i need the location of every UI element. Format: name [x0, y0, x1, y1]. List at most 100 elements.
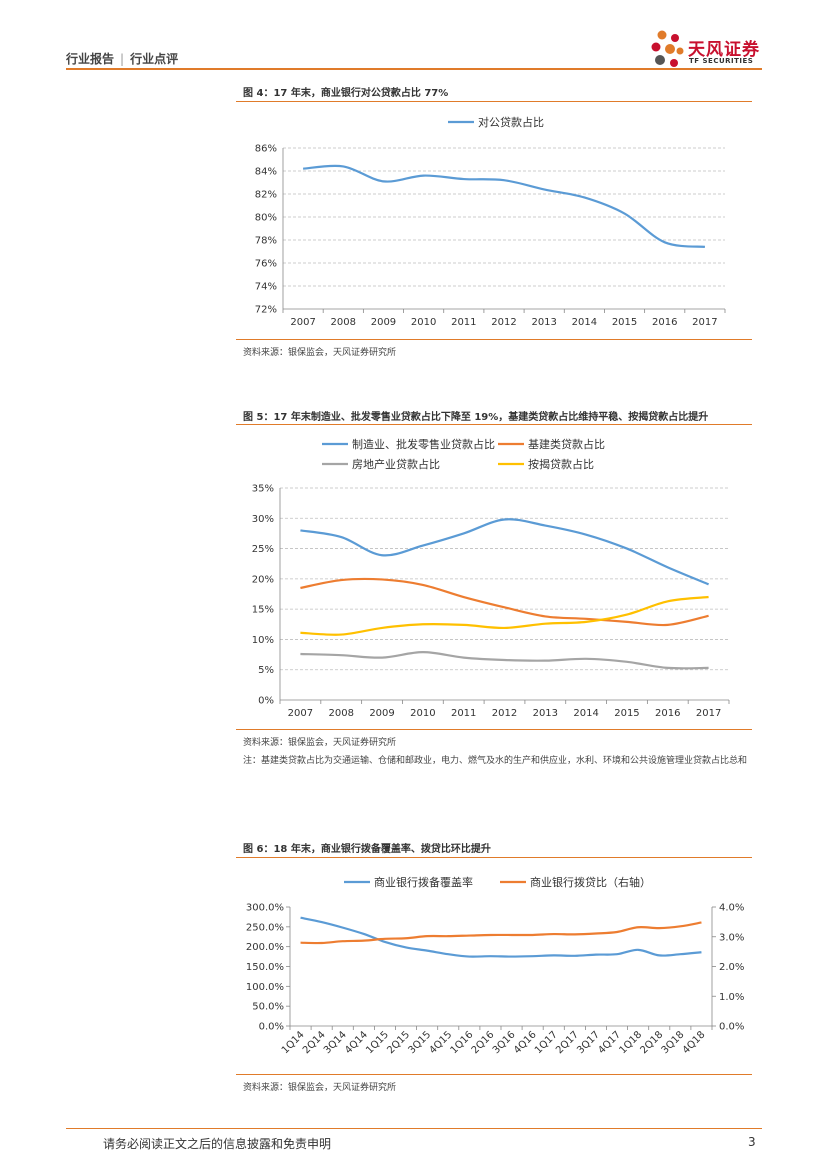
y-tick-label: 78%: [255, 236, 277, 247]
flower-logo-icon: [651, 30, 684, 67]
x-tick-label: 2011: [451, 708, 476, 719]
series-line-1: [300, 518, 710, 586]
x-tick-label: 3Q15: [406, 1029, 433, 1056]
series-line-1: [303, 164, 706, 248]
y-tick-label: 250.0%: [246, 922, 284, 933]
y-tick-label: 50.0%: [252, 1002, 284, 1013]
figure-5-source: 资料来源：银保监会，天风证券研究所: [243, 738, 397, 748]
y2-tick-label: 1.0%: [719, 992, 744, 1003]
figure-4-bottom-rule: [236, 339, 752, 340]
legend-label: 商业银行拨备覆盖率: [374, 875, 473, 889]
x-tick-label: 2Q18: [639, 1029, 666, 1056]
y-tick-label: 15%: [252, 605, 274, 616]
x-tick-label: 2015: [614, 708, 639, 719]
series-line-2: [300, 921, 702, 945]
y-tick-label: 80%: [255, 213, 277, 224]
report-type: 行业点评: [130, 52, 179, 66]
y2-tick-label: 0.0%: [719, 1022, 744, 1033]
y2-tick-label: 3.0%: [719, 932, 744, 943]
y-tick-label: 0.0%: [259, 1022, 284, 1033]
x-tick-label: 4Q17: [596, 1029, 623, 1056]
y-tick-label: 35%: [252, 484, 274, 495]
figure-5-note: 注：基建类贷款占比为交通运输、仓储和邮政业，电力、燃气及水的生产和供应业，水利、…: [243, 756, 748, 766]
y-tick-label: 76%: [255, 259, 277, 270]
y-tick-label: 84%: [255, 167, 277, 178]
x-tick-label: 2010: [410, 708, 435, 719]
x-tick-label: 2Q15: [385, 1029, 412, 1056]
legend-label: 商业银行拨贷比（右轴）: [530, 875, 651, 889]
y-tick-label: 72%: [255, 305, 277, 316]
y2-tick-label: 2.0%: [719, 962, 744, 973]
y-tick-label: 10%: [252, 635, 274, 646]
x-tick-label: 2Q16: [470, 1029, 497, 1056]
x-tick-label: 2009: [371, 317, 396, 328]
y-tick-label: 5%: [258, 665, 274, 676]
page-number: 3: [748, 1135, 756, 1149]
figure-6-title: 图 6：18 年末，商业银行拨备覆盖率、拨贷比环比提升: [243, 844, 491, 855]
x-tick-label: 2016: [652, 317, 677, 328]
figure-6-top-rule: [236, 857, 752, 858]
x-tick-label: 1Q17: [533, 1029, 560, 1056]
y-tick-label: 82%: [255, 190, 277, 201]
figure-4-title: 图 4：17 年末，商业银行对公贷款占比 77%: [243, 88, 449, 99]
legend-label: 按揭贷款占比: [528, 457, 594, 471]
logo-name-cn: 天风证券: [688, 40, 760, 60]
legend-label: 基建类贷款占比: [528, 437, 605, 451]
x-tick-label: 3Q18: [660, 1029, 687, 1056]
x-tick-label: 2010: [411, 317, 436, 328]
x-tick-label: 2013: [531, 317, 556, 328]
x-tick-label: 1Q15: [364, 1029, 391, 1056]
x-tick-label: 4Q14: [343, 1029, 370, 1056]
x-tick-label: 2008: [329, 708, 354, 719]
header-divider: [66, 68, 762, 70]
y2-tick-label: 4.0%: [719, 903, 744, 914]
company-logo: 天风证券 TF SECURITIES: [648, 27, 768, 71]
series-line-4: [300, 595, 709, 636]
legend-label: 对公贷款占比: [478, 115, 544, 129]
x-tick-label: 2012: [491, 317, 516, 328]
figure-5-title: 图 5：17 年末制造业、批发零售业贷款占比下降至 19%，基建类贷款占比维持平…: [243, 412, 709, 423]
x-tick-label: 1Q14: [280, 1029, 307, 1056]
x-tick-label: 4Q18: [681, 1029, 708, 1056]
y-tick-label: 74%: [255, 282, 277, 293]
x-tick-label: 2007: [288, 708, 313, 719]
x-tick-label: 2008: [331, 317, 356, 328]
x-tick-label: 2016: [655, 708, 680, 719]
y-tick-label: 30%: [252, 514, 274, 525]
series-line-1: [300, 916, 702, 958]
logo-name-en: TF SECURITIES: [689, 57, 754, 65]
x-tick-label: 2017: [696, 708, 721, 719]
y-tick-label: 200.0%: [246, 942, 284, 953]
x-tick-label: 3Q14: [322, 1029, 349, 1056]
x-tick-label: 2014: [572, 317, 597, 328]
x-tick-label: 2Q14: [301, 1029, 328, 1056]
x-tick-label: 1Q18: [617, 1029, 644, 1056]
x-tick-label: 2009: [369, 708, 394, 719]
legend-label: 房地产业贷款占比: [352, 457, 440, 471]
series-line-2: [300, 577, 709, 627]
x-tick-label: 2015: [612, 317, 637, 328]
figure-5-bottom-rule: [236, 729, 752, 730]
y-tick-label: 86%: [255, 144, 277, 155]
y-tick-label: 20%: [252, 574, 274, 585]
figure-6-source: 资料来源：银保监会，天风证券研究所: [243, 1083, 397, 1093]
y-tick-label: 150.0%: [246, 962, 284, 973]
figure-4-source: 资料来源：银保监会，天风证券研究所: [243, 348, 397, 358]
x-tick-label: 2Q17: [554, 1029, 581, 1056]
figure-4-top-rule: [236, 101, 752, 102]
y-tick-label: 100.0%: [246, 982, 284, 993]
x-tick-label: 3Q17: [575, 1029, 602, 1056]
x-tick-label: 1Q16: [449, 1029, 476, 1056]
x-tick-label: 2017: [692, 317, 717, 328]
report-header: 行业报告 | 行业点评: [66, 52, 179, 66]
x-tick-label: 3Q16: [491, 1029, 518, 1056]
y-tick-label: 0%: [258, 696, 274, 707]
x-tick-label: 4Q16: [512, 1029, 539, 1056]
x-tick-label: 2014: [573, 708, 598, 719]
y-tick-label: 300.0%: [246, 903, 284, 914]
footer-divider: [66, 1128, 762, 1129]
x-tick-label: 4Q15: [428, 1029, 455, 1056]
